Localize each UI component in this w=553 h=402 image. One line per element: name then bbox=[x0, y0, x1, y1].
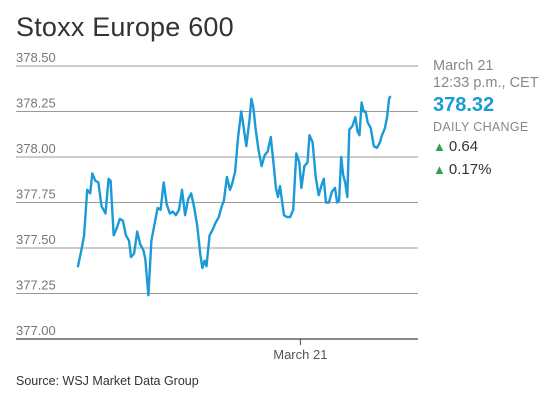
up-triangle-icon: ▲ bbox=[433, 139, 446, 154]
quote-price: 378.32 bbox=[433, 94, 495, 116]
quote-date: March 21 bbox=[433, 58, 494, 74]
chart-source: Source: WSJ Market Data Group bbox=[16, 374, 199, 388]
y-tick-label: 377.75 bbox=[16, 187, 56, 202]
change-percent-row: ▲ 0.17% bbox=[433, 160, 551, 180]
up-triangle-icon: ▲ bbox=[433, 162, 446, 177]
change-points: 0.64 bbox=[448, 138, 479, 155]
change-percent: 0.17% bbox=[448, 161, 492, 178]
quote-time: 12:33 p.m., CET bbox=[433, 75, 539, 91]
y-tick-label: 378.25 bbox=[16, 96, 56, 111]
chart-title: Stoxx Europe 600 bbox=[16, 12, 234, 42]
y-tick-label: 378.00 bbox=[16, 141, 56, 156]
change-points-row: ▲ 0.64 bbox=[433, 137, 551, 157]
quote-panel: March 21 12:33 p.m., CET 378.32 DAILY CH… bbox=[433, 58, 551, 180]
daily-change-label: DAILY CHANGE bbox=[433, 120, 529, 134]
y-tick-label: 377.50 bbox=[16, 232, 56, 247]
y-tick-label: 377.00 bbox=[16, 323, 56, 338]
series-line bbox=[76, 95, 392, 297]
y-tick-label: 378.50 bbox=[16, 50, 56, 65]
x-tick-label: March 21 bbox=[273, 347, 327, 362]
y-tick-label: 377.25 bbox=[16, 278, 56, 293]
